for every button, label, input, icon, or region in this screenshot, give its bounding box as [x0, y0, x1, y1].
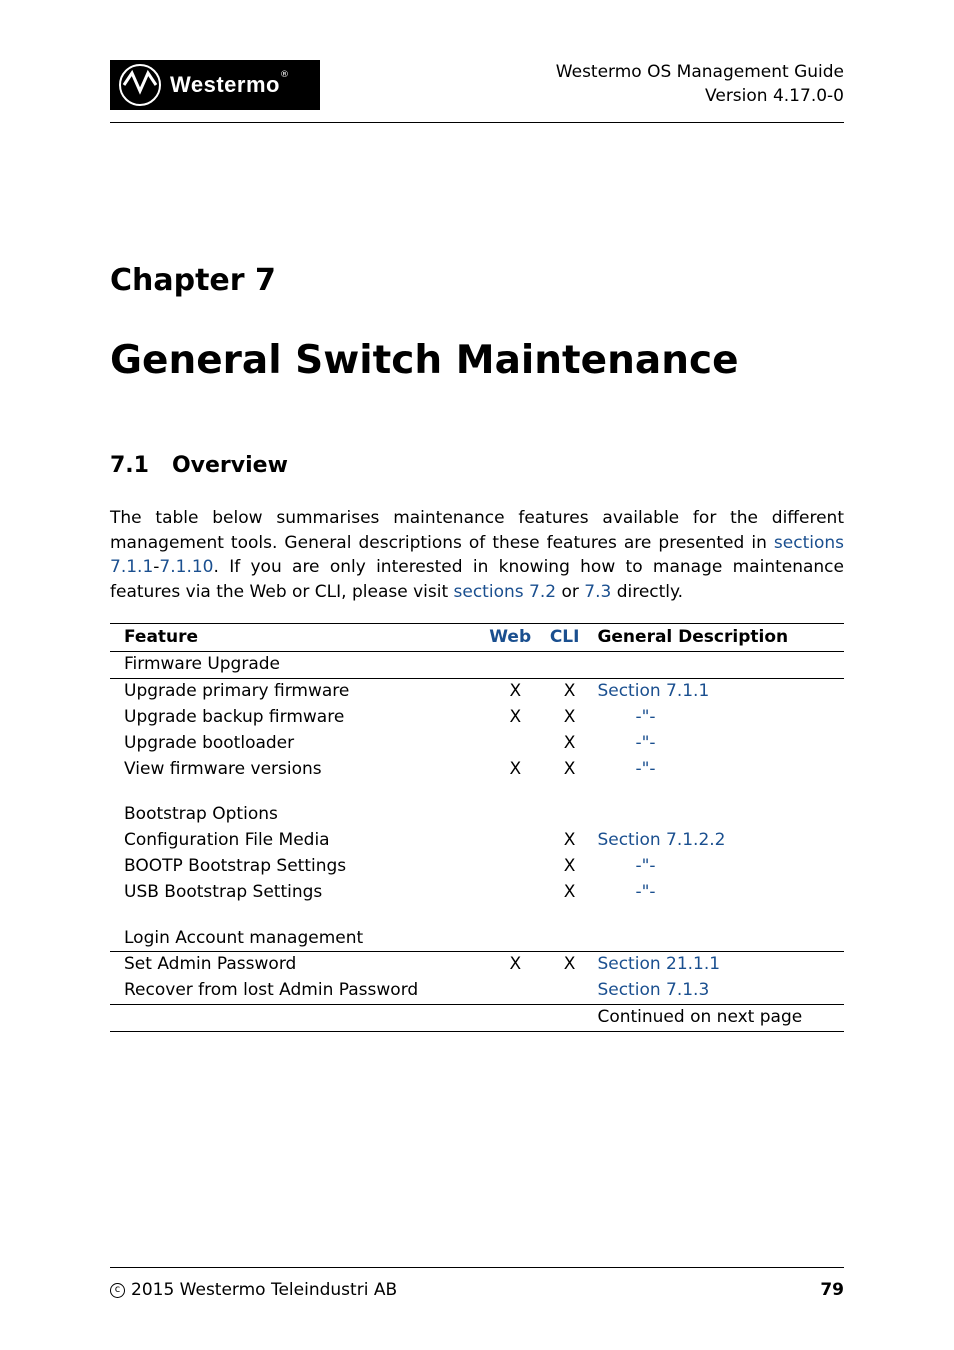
cli-cell: X	[537, 679, 585, 705]
table-row: View firmware versionsXX-"-	[110, 757, 844, 783]
web-cell	[475, 854, 538, 880]
web-cell	[475, 828, 538, 854]
feature-cell: Upgrade backup firmware	[110, 705, 475, 731]
col-desc: General Description	[585, 623, 844, 652]
section-link[interactable]: -"-	[635, 707, 655, 727]
chapter-title: General Switch Maintenance	[110, 338, 844, 383]
group-title: Bootstrap Options	[110, 802, 475, 828]
table-row: Upgrade backup firmwareXX-"-	[110, 705, 844, 731]
continued-row: Continued on next page	[110, 1004, 844, 1031]
table-row: Configuration File Media X Section 7.1.2.2	[110, 828, 844, 854]
cli-cell: X	[537, 731, 585, 757]
table-header-row: Feature Web CLI General Description	[110, 623, 844, 652]
page-footer: c 2015 Westermo Teleindustri AB 79	[110, 1268, 844, 1300]
continued-text: Continued on next page	[585, 1004, 844, 1031]
web-cell	[475, 978, 538, 1004]
page: Westermo® Westermo OS Management Guide V…	[0, 0, 954, 1350]
header-right: Westermo OS Management Guide Version 4.1…	[556, 61, 844, 109]
col-feature: Feature	[110, 623, 475, 652]
feature-cell: Upgrade primary firmware	[110, 679, 475, 705]
desc-cell[interactable]: Section 7.1.1	[585, 679, 844, 705]
desc-cell[interactable]: -"-	[585, 731, 844, 757]
section-link[interactable]: Section 7.1.1	[597, 681, 709, 701]
feature-cell: View firmware versions	[110, 757, 475, 783]
cli-cell: X	[537, 705, 585, 731]
westermo-logo-icon	[118, 63, 162, 107]
col-cli[interactable]: CLI	[537, 623, 585, 652]
link-sections-7-2[interactable]: sections 7.2	[454, 582, 557, 602]
table-row: Set Admin PasswordXXSection 21.1.1	[110, 952, 844, 978]
spacer-row	[110, 782, 844, 802]
table-group-header: Firmware Upgrade	[110, 652, 844, 679]
cli-cell: X	[537, 952, 585, 978]
desc-cell[interactable]: Section 7.1.3	[585, 978, 844, 1004]
page-number: 79	[820, 1280, 844, 1300]
section-link[interactable]: -"-	[635, 882, 655, 902]
copyright-text: 2015 Westermo Teleindustri AB	[131, 1280, 397, 1300]
section-title: Overview	[172, 453, 288, 478]
cli-cell: X	[537, 757, 585, 783]
copyright-line: c 2015 Westermo Teleindustri AB	[110, 1280, 397, 1300]
table-row: Upgrade bootloader X -"-	[110, 731, 844, 757]
intro-text-3: directly.	[611, 582, 683, 602]
web-cell: X	[475, 705, 538, 731]
intro-or: or	[556, 582, 584, 602]
cli-cell: X	[537, 854, 585, 880]
web-cell	[475, 731, 538, 757]
section-link[interactable]: -"-	[635, 759, 655, 779]
intro-text-1: The table below summarises maintenance f…	[110, 508, 844, 553]
doc-version: Version 4.17.0-0	[556, 85, 844, 109]
feature-cell: Configuration File Media	[110, 828, 475, 854]
cli-cell	[537, 978, 585, 1004]
table-group-header: Bootstrap Options	[110, 802, 844, 828]
col-web[interactable]: Web	[475, 623, 538, 652]
logo-text: Westermo	[170, 72, 280, 98]
copyright-icon: c	[110, 1283, 125, 1298]
desc-cell[interactable]: Section 21.1.1	[585, 952, 844, 978]
section-link[interactable]: Section 21.1.1	[597, 954, 720, 974]
table-row: USB Bootstrap Settings X -"-	[110, 880, 844, 906]
chapter-label: Chapter 7	[110, 263, 844, 298]
desc-cell[interactable]: -"-	[585, 757, 844, 783]
desc-cell[interactable]: -"-	[585, 880, 844, 906]
link-7-1-10[interactable]: 7.1.10	[159, 557, 213, 577]
feature-cell: Recover from lost Admin Password	[110, 978, 475, 1004]
table-group-header: Login Account management	[110, 926, 844, 952]
desc-cell[interactable]: -"-	[585, 854, 844, 880]
features-table: Feature Web CLI General Description Firm…	[110, 623, 844, 1032]
table-row: Recover from lost Admin Password Section …	[110, 978, 844, 1004]
cli-cell: X	[537, 828, 585, 854]
table-row: Upgrade primary firmwareXXSection 7.1.1	[110, 679, 844, 705]
section-link[interactable]: Section 7.1.3	[597, 980, 709, 1000]
logo-registered-icon: ®	[280, 70, 289, 80]
link-7-3[interactable]: 7.3	[584, 582, 611, 602]
table-row: BOOTP Bootstrap Settings X -"-	[110, 854, 844, 880]
desc-cell[interactable]: Section 7.1.2.2	[585, 828, 844, 854]
cli-cell: X	[537, 880, 585, 906]
page-header: Westermo® Westermo OS Management Guide V…	[110, 60, 844, 123]
spacer-row	[110, 906, 844, 926]
doc-title: Westermo OS Management Guide	[556, 61, 844, 85]
section-number: 7.1	[110, 453, 149, 478]
web-cell: X	[475, 679, 538, 705]
westermo-logo: Westermo®	[110, 60, 320, 110]
web-cell	[475, 880, 538, 906]
web-cell: X	[475, 757, 538, 783]
web-cell: X	[475, 952, 538, 978]
group-title: Firmware Upgrade	[110, 652, 844, 679]
feature-cell: Upgrade bootloader	[110, 731, 475, 757]
feature-cell: USB Bootstrap Settings	[110, 880, 475, 906]
feature-cell: BOOTP Bootstrap Settings	[110, 854, 475, 880]
intro-paragraph: The table below summarises maintenance f…	[110, 506, 844, 605]
section-link[interactable]: -"-	[635, 733, 655, 753]
section-link[interactable]: Section 7.1.2.2	[597, 830, 725, 850]
section-link[interactable]: -"-	[635, 856, 655, 876]
desc-cell[interactable]: -"-	[585, 705, 844, 731]
section-heading: 7.1 Overview	[110, 453, 844, 478]
group-title: Login Account management	[110, 926, 844, 952]
feature-cell: Set Admin Password	[110, 952, 475, 978]
